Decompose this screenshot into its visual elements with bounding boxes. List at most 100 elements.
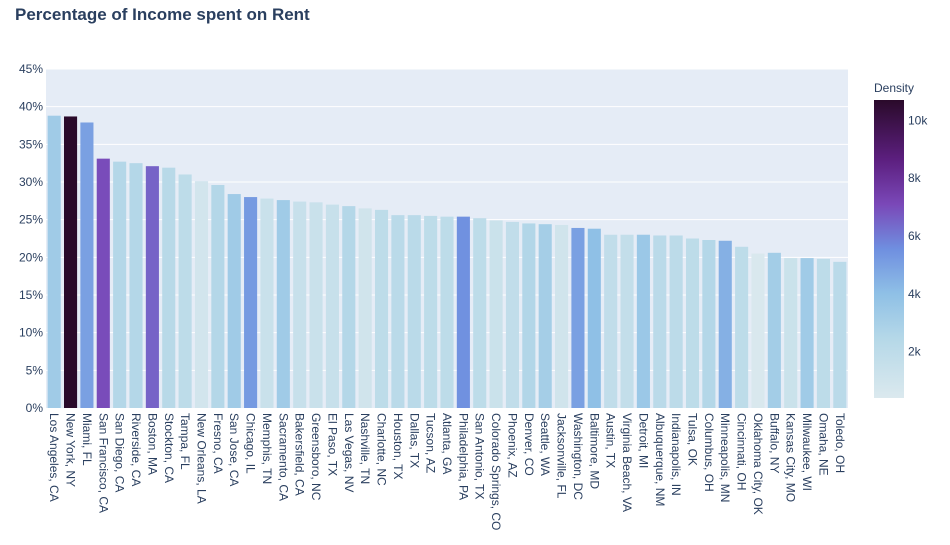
chart-title: Percentage of Income spent on Rent [15, 5, 310, 24]
bar [620, 234, 634, 408]
y-tick-label: 20% [19, 250, 43, 264]
x-tick-label: Las Vegas, NV [342, 413, 356, 492]
bar [391, 215, 405, 408]
bar [685, 238, 700, 408]
bar [227, 194, 241, 408]
bar [244, 197, 258, 408]
bar [784, 258, 798, 408]
bar [162, 167, 176, 408]
x-tick-label: Omaha, NE [816, 413, 830, 476]
colorbar-tick-label: 10k [908, 113, 928, 127]
x-tick-label: Detroit, MI [636, 413, 650, 468]
colorbar-tick-label: 4k [908, 287, 922, 301]
bar [767, 252, 781, 408]
colorbar-tick-label: 8k [908, 171, 922, 185]
bar [211, 185, 225, 408]
bar [735, 246, 749, 408]
x-tick-label: Bakersfield, CA [293, 413, 307, 496]
x-tick-label: Memphis, TN [260, 413, 274, 484]
colorbar: Density 2k 4k 6k 8k 10k [874, 81, 928, 398]
x-tick-label: Charlotte, NC [375, 413, 389, 486]
colorbar-ticks: 2k 4k 6k 8k 10k [908, 113, 928, 358]
bar [96, 158, 110, 408]
colorbar-title: Density [874, 81, 914, 95]
x-tick-label: Stockton, CA [162, 413, 176, 483]
x-tick-label: Chicago, IL [244, 413, 258, 474]
x-tick-label: Buffalo, NY [767, 413, 781, 473]
bar [358, 208, 372, 408]
bar [587, 228, 601, 408]
x-tick-label: Minneapolis, MN [718, 413, 732, 502]
y-tick-label: 35% [19, 137, 43, 151]
x-tick-label: Tucson, AZ [424, 413, 438, 473]
x-tick-label: Denver, CO [522, 413, 536, 476]
y-tick-label: 45% [19, 62, 43, 76]
x-tick-label: Sacramento, CA [276, 413, 290, 501]
x-tick-label: Riverside, CA [129, 413, 143, 486]
bars [47, 115, 847, 409]
x-tick-label: Boston, MA [145, 413, 159, 475]
bar [407, 215, 421, 408]
y-tick-label: 25% [19, 213, 43, 227]
bar [505, 221, 520, 408]
bar [555, 224, 569, 408]
y-tick-label: 15% [19, 288, 43, 302]
bar [522, 223, 536, 408]
bar [718, 240, 732, 408]
x-tick-label: Miami, FL [80, 413, 94, 466]
x-tick-label: New York, NY [64, 413, 78, 487]
x-axis-ticks: Los Angeles, CA New York, NY Miami, FL San … [47, 413, 847, 530]
x-tick-label: Nashville, TN [358, 413, 372, 484]
y-tick-label: 40% [19, 100, 43, 114]
bar [374, 209, 389, 408]
x-tick-label: Seattle, WA [538, 413, 552, 476]
bar [833, 261, 847, 408]
y-axis-ticks: 0% 5% 10% 15% 20% 25% 30% 35% 40% 45% [19, 62, 43, 415]
x-tick-label: Albuquerque, NM [653, 413, 667, 506]
x-tick-label: New Orleans, LA [194, 413, 208, 504]
x-tick-label: San Francisco, CA [96, 413, 110, 513]
colorbar-gradient [874, 100, 904, 398]
bar [489, 220, 503, 408]
bar [178, 174, 192, 408]
bar [145, 166, 159, 408]
y-tick-label: 0% [26, 401, 44, 415]
bar [816, 258, 830, 408]
bar [47, 115, 61, 408]
x-tick-label: Phoenix, AZ [505, 413, 519, 478]
x-tick-label: San Diego, CA [113, 413, 127, 492]
x-tick-label: Dallas, TX [407, 413, 421, 468]
x-tick-label: San Jose, CA [227, 413, 241, 486]
bar [325, 204, 339, 408]
bar [604, 234, 618, 408]
x-tick-label: Columbus, OH [702, 413, 716, 492]
bar [538, 224, 552, 408]
bar [751, 253, 765, 408]
bar [276, 200, 290, 408]
y-tick-label: 30% [19, 175, 43, 189]
x-tick-label: Indianapolis, IN [669, 413, 683, 496]
x-tick-label: San Antonio, TX [473, 413, 487, 500]
bar [113, 161, 127, 408]
x-tick-label: Philadelphia, PA [456, 413, 470, 500]
y-tick-label: 10% [19, 326, 43, 340]
x-tick-label: Baltimore, MD [587, 413, 601, 489]
colorbar-tick-label: 6k [908, 229, 922, 243]
x-tick-label: Fresno, CA [211, 413, 225, 474]
y-tick-label: 5% [26, 363, 44, 377]
bar [440, 216, 454, 408]
bar [342, 206, 356, 408]
bar [194, 181, 209, 408]
colorbar-tick-label: 2k [908, 345, 922, 359]
bar [80, 122, 94, 408]
x-tick-label: Toledo, OH [833, 413, 847, 473]
bar [702, 240, 716, 408]
bar [293, 201, 307, 408]
x-tick-label: Greensboro, NC [309, 413, 323, 501]
x-tick-label: El Paso, TX [325, 413, 339, 476]
x-tick-label: Tulsa, OK [686, 413, 700, 466]
x-tick-label: Washington, DC [571, 413, 585, 500]
bar [456, 216, 470, 408]
x-tick-label: Colorado Springs, CO [489, 413, 503, 530]
